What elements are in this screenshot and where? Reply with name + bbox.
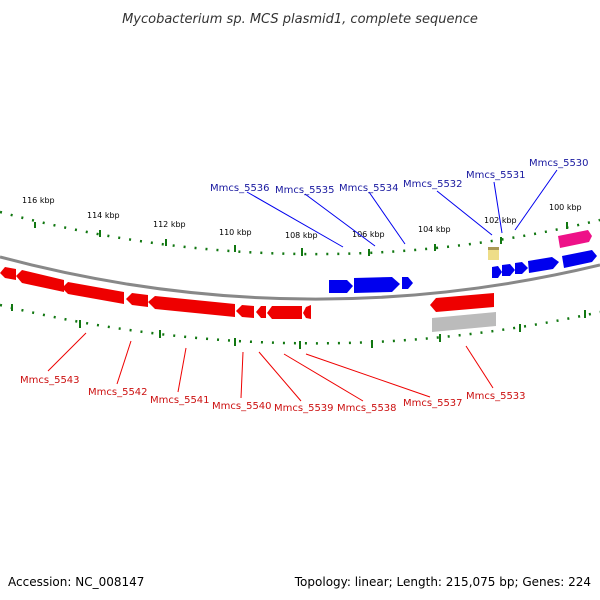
- map-title: Mycobacterium sp. MCS plasmid1, complete…: [122, 12, 478, 27]
- callout-line: [258, 351, 302, 402]
- gene-label[interactable]: Mmcs_5537: [403, 398, 463, 409]
- gene-reverse[interactable]: [126, 293, 148, 307]
- tick-label: 114 kbp: [87, 211, 120, 220]
- gene-reverse[interactable]: [267, 306, 302, 319]
- callout-line: [47, 332, 87, 372]
- callout-line: [305, 353, 431, 398]
- callout-line: [368, 191, 406, 245]
- tick-label: 112 kbp: [153, 220, 186, 229]
- tick-label: 104 kbp: [418, 225, 451, 234]
- forward-gene-labels: Mmcs_5536 Mmcs_5535 Mmcs_5534 Mmcs_5532 …: [210, 158, 589, 196]
- gene-reverse[interactable]: [62, 282, 124, 304]
- gene-label[interactable]: Mmcs_5536: [210, 183, 270, 194]
- gene-label[interactable]: Mmcs_5532: [403, 179, 463, 190]
- callout-line: [240, 351, 244, 399]
- gene-label[interactable]: Mmcs_5542: [88, 387, 148, 398]
- gene-label[interactable]: Mmcs_5543: [20, 375, 80, 386]
- tick-label: 116 kbp: [22, 196, 55, 205]
- gene-forward[interactable]: [528, 257, 559, 273]
- major-ticks-outer: [34, 222, 568, 256]
- misc-feature[interactable]: [488, 250, 499, 260]
- misc-feature-edge: [488, 247, 499, 250]
- gene-reverse[interactable]: [0, 267, 16, 280]
- gene-label[interactable]: Mmcs_5530: [529, 158, 589, 169]
- callout-line: [116, 340, 132, 385]
- gene-forward[interactable]: [515, 262, 528, 274]
- gene-label[interactable]: Mmcs_5533: [466, 391, 526, 402]
- callout-line: [283, 353, 364, 402]
- topology-summary: Topology: linear; Length: 215,075 bp; Ge…: [294, 575, 591, 589]
- gene-label[interactable]: Mmcs_5534: [339, 183, 399, 194]
- gene-reverse[interactable]: [430, 293, 494, 312]
- gene-forward[interactable]: [329, 280, 353, 293]
- reverse-genes: [0, 267, 494, 319]
- gene-reverse[interactable]: [148, 296, 235, 317]
- gene-label[interactable]: Mmcs_5539: [274, 403, 334, 414]
- major-ticks-inner: [11, 304, 586, 349]
- gene-forward[interactable]: [354, 277, 400, 293]
- sequence-backbone: [0, 255, 600, 301]
- reverse-callouts: [47, 332, 494, 402]
- forward-genes: [329, 250, 597, 293]
- rna-gene[interactable]: [558, 230, 592, 248]
- gene-reverse[interactable]: [256, 306, 266, 318]
- gene-reverse[interactable]: [303, 305, 311, 319]
- gene-label[interactable]: Mmcs_5531: [466, 170, 526, 181]
- callout-line: [436, 190, 493, 236]
- forward-callouts: [246, 169, 558, 248]
- gene-label[interactable]: Mmcs_5535: [275, 185, 335, 196]
- gene-forward[interactable]: [502, 264, 515, 276]
- gene-forward[interactable]: [492, 266, 502, 278]
- gene-reverse[interactable]: [236, 305, 254, 318]
- gene-label[interactable]: Mmcs_5540: [212, 401, 272, 412]
- gene-forward[interactable]: [562, 250, 597, 268]
- accession-text: Accession: NC_008147: [8, 575, 144, 589]
- gene-label[interactable]: Mmcs_5538: [337, 403, 397, 414]
- gene-forward[interactable]: [402, 277, 413, 289]
- gene-label[interactable]: Mmcs_5541: [150, 395, 210, 406]
- callout-line: [304, 193, 376, 247]
- gene-reverse[interactable]: [16, 270, 64, 292]
- tick-label: 106 kbp: [352, 230, 385, 239]
- tick-label: 100 kbp: [549, 203, 582, 212]
- tick-label: 110 kbp: [219, 228, 252, 237]
- callout-line: [177, 347, 187, 393]
- callout-line: [465, 345, 494, 389]
- callout-line: [514, 169, 558, 231]
- callout-line: [493, 181, 503, 234]
- callout-line: [246, 191, 344, 248]
- pseudogene[interactable]: [432, 312, 496, 332]
- tick-label: 108 kbp: [285, 231, 318, 240]
- reverse-gene-labels: Mmcs_5543 Mmcs_5542 Mmcs_5541 Mmcs_5540 …: [20, 375, 526, 414]
